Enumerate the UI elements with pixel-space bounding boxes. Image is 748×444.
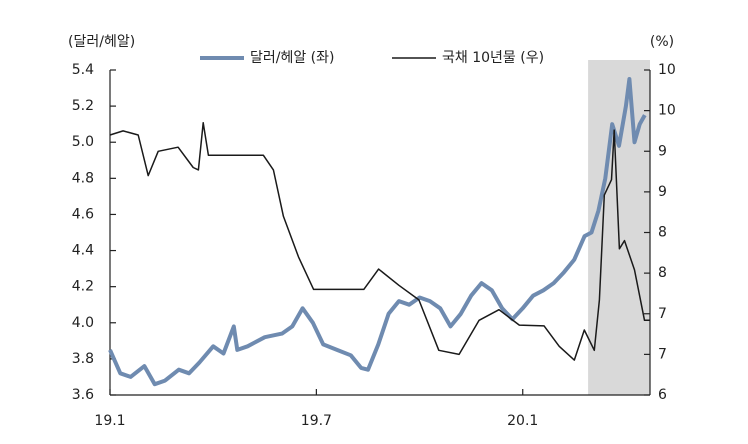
- y2-axis-label: (%): [650, 34, 674, 50]
- y-tick-label: 4.6: [72, 206, 94, 222]
- legend-label: 달러/헤알 (좌): [250, 50, 335, 66]
- y-tick-label: 4.0: [72, 315, 94, 331]
- y2-tick-label: 10: [658, 62, 676, 78]
- y2-tick-label: 6: [658, 387, 667, 403]
- y-tick-label: 5.4: [72, 62, 94, 78]
- y-axis-label: (달러/헤알): [68, 34, 135, 50]
- legend-label: 국채 10년물 (우): [442, 50, 544, 66]
- y-tick-label: 3.6: [72, 387, 94, 403]
- y-tick-label: 4.4: [72, 243, 94, 259]
- series-line: [109, 122, 650, 361]
- y2-tick-label: 9: [658, 143, 667, 159]
- y2-tick-label: 8: [658, 265, 667, 281]
- y2-tick-label: 7: [658, 306, 667, 322]
- x-tick-label: 19.1: [94, 413, 125, 429]
- y-tick-label: 4.8: [72, 170, 94, 186]
- y2-tick-label: 8: [658, 225, 667, 241]
- y2-tick-label: 9: [658, 184, 667, 200]
- x-tick-label: 19.7: [301, 413, 332, 429]
- y2-tick-label: 7: [658, 346, 667, 362]
- y-tick-label: 5.2: [72, 98, 94, 114]
- y2-tick-label: 10: [658, 103, 676, 119]
- x-tick-label: 20.1: [507, 413, 538, 429]
- y-tick-label: 3.8: [72, 351, 94, 367]
- y-tick-label: 4.2: [72, 279, 94, 295]
- y-tick-label: 5.0: [72, 134, 94, 150]
- series-line: [108, 77, 647, 387]
